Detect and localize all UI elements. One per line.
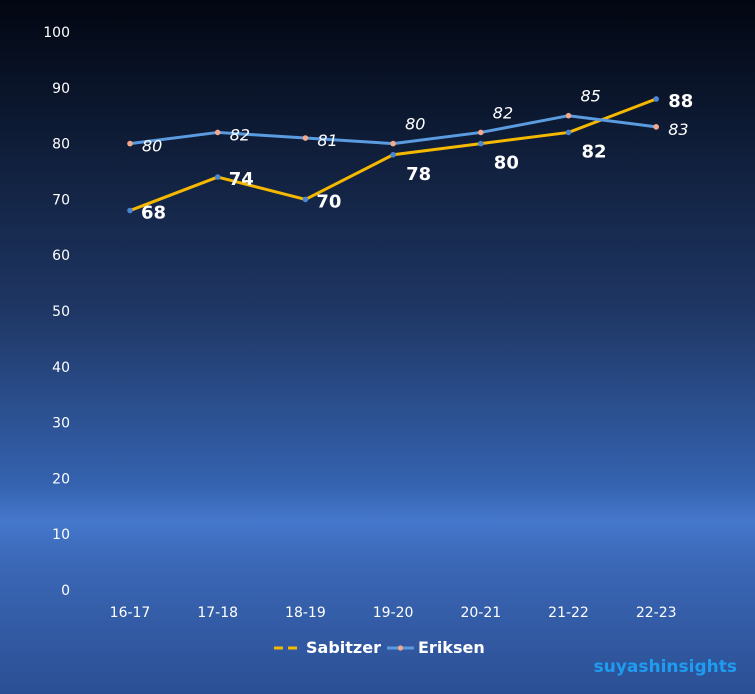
x-tick-label: 18-19 xyxy=(285,605,326,621)
data-label-eriksen: 80 xyxy=(142,137,162,156)
data-label-sabitzer: 70 xyxy=(316,191,341,212)
data-point-sabitzer[interactable] xyxy=(390,151,396,158)
series-markers xyxy=(127,96,659,214)
y-tick-label: 20 xyxy=(52,471,70,487)
data-point-sabitzer[interactable] xyxy=(653,96,659,102)
data-point-eriksen[interactable] xyxy=(478,129,484,136)
legend-label-sabitzer: Sabitzer xyxy=(306,638,381,657)
data-label-sabitzer: 88 xyxy=(668,91,693,112)
y-tick-label: 50 xyxy=(52,304,70,320)
data-label-eriksen: 83 xyxy=(668,120,688,139)
data-point-eriksen[interactable] xyxy=(302,135,309,141)
data-point-eriksen[interactable] xyxy=(653,124,659,130)
data-labels: 68 74 70 78 80 82 88 80 82 81 80 82 85 83 xyxy=(141,87,693,224)
data-label-sabitzer: 82 xyxy=(582,141,607,162)
y-tick-label: 80 xyxy=(52,137,70,153)
x-tick-label: 20-21 xyxy=(460,605,501,621)
data-label-eriksen: 82 xyxy=(493,103,513,122)
y-tick-label: 100 xyxy=(43,25,70,41)
legend: Sabitzer Eriksen xyxy=(274,638,485,657)
data-label-sabitzer: 78 xyxy=(406,164,431,185)
data-label-eriksen: 81 xyxy=(317,131,337,150)
y-tick-label: 30 xyxy=(52,416,70,432)
data-point-sabitzer[interactable] xyxy=(214,174,221,180)
data-point-sabitzer[interactable] xyxy=(565,129,572,136)
data-label-sabitzer: 68 xyxy=(141,203,166,224)
x-axis: 16-17 17-18 18-19 19-20 20-21 21-22 22-23 xyxy=(110,605,677,621)
legend-label-eriksen: Eriksen xyxy=(418,638,485,657)
data-label-eriksen: 85 xyxy=(581,87,601,106)
data-label-sabitzer: 80 xyxy=(494,153,519,174)
data-label-sabitzer: 74 xyxy=(229,169,254,190)
watermark: suyashinsights xyxy=(594,657,737,677)
y-axis: 0 10 20 30 40 50 60 70 80 90 100 xyxy=(43,25,70,599)
data-point-eriksen[interactable] xyxy=(127,140,133,147)
x-tick-label: 22-23 xyxy=(636,605,677,621)
data-point-eriksen[interactable] xyxy=(214,129,221,136)
data-point-eriksen[interactable] xyxy=(390,140,396,147)
data-label-eriksen: 80 xyxy=(405,115,425,134)
data-point-eriksen[interactable] xyxy=(565,112,572,119)
data-point-sabitzer[interactable] xyxy=(127,207,133,214)
y-tick-label: 60 xyxy=(52,248,70,264)
legend-item-eriksen[interactable]: Eriksen xyxy=(387,638,485,657)
legend-item-sabitzer[interactable]: Sabitzer xyxy=(274,638,381,657)
y-tick-label: 10 xyxy=(52,527,70,543)
y-tick-label: 70 xyxy=(52,192,70,208)
data-point-sabitzer[interactable] xyxy=(302,196,309,203)
y-tick-label: 40 xyxy=(52,360,70,376)
x-tick-label: 17-18 xyxy=(197,605,238,621)
x-tick-label: 21-22 xyxy=(548,605,589,621)
data-point-sabitzer[interactable] xyxy=(478,140,484,147)
data-label-eriksen: 82 xyxy=(230,125,250,144)
x-tick-label: 19-20 xyxy=(373,605,414,621)
legend-marker-eriksen xyxy=(397,645,404,651)
y-tick-label: 0 xyxy=(61,583,70,599)
y-tick-label: 90 xyxy=(52,81,70,97)
x-tick-label: 16-17 xyxy=(110,605,151,621)
